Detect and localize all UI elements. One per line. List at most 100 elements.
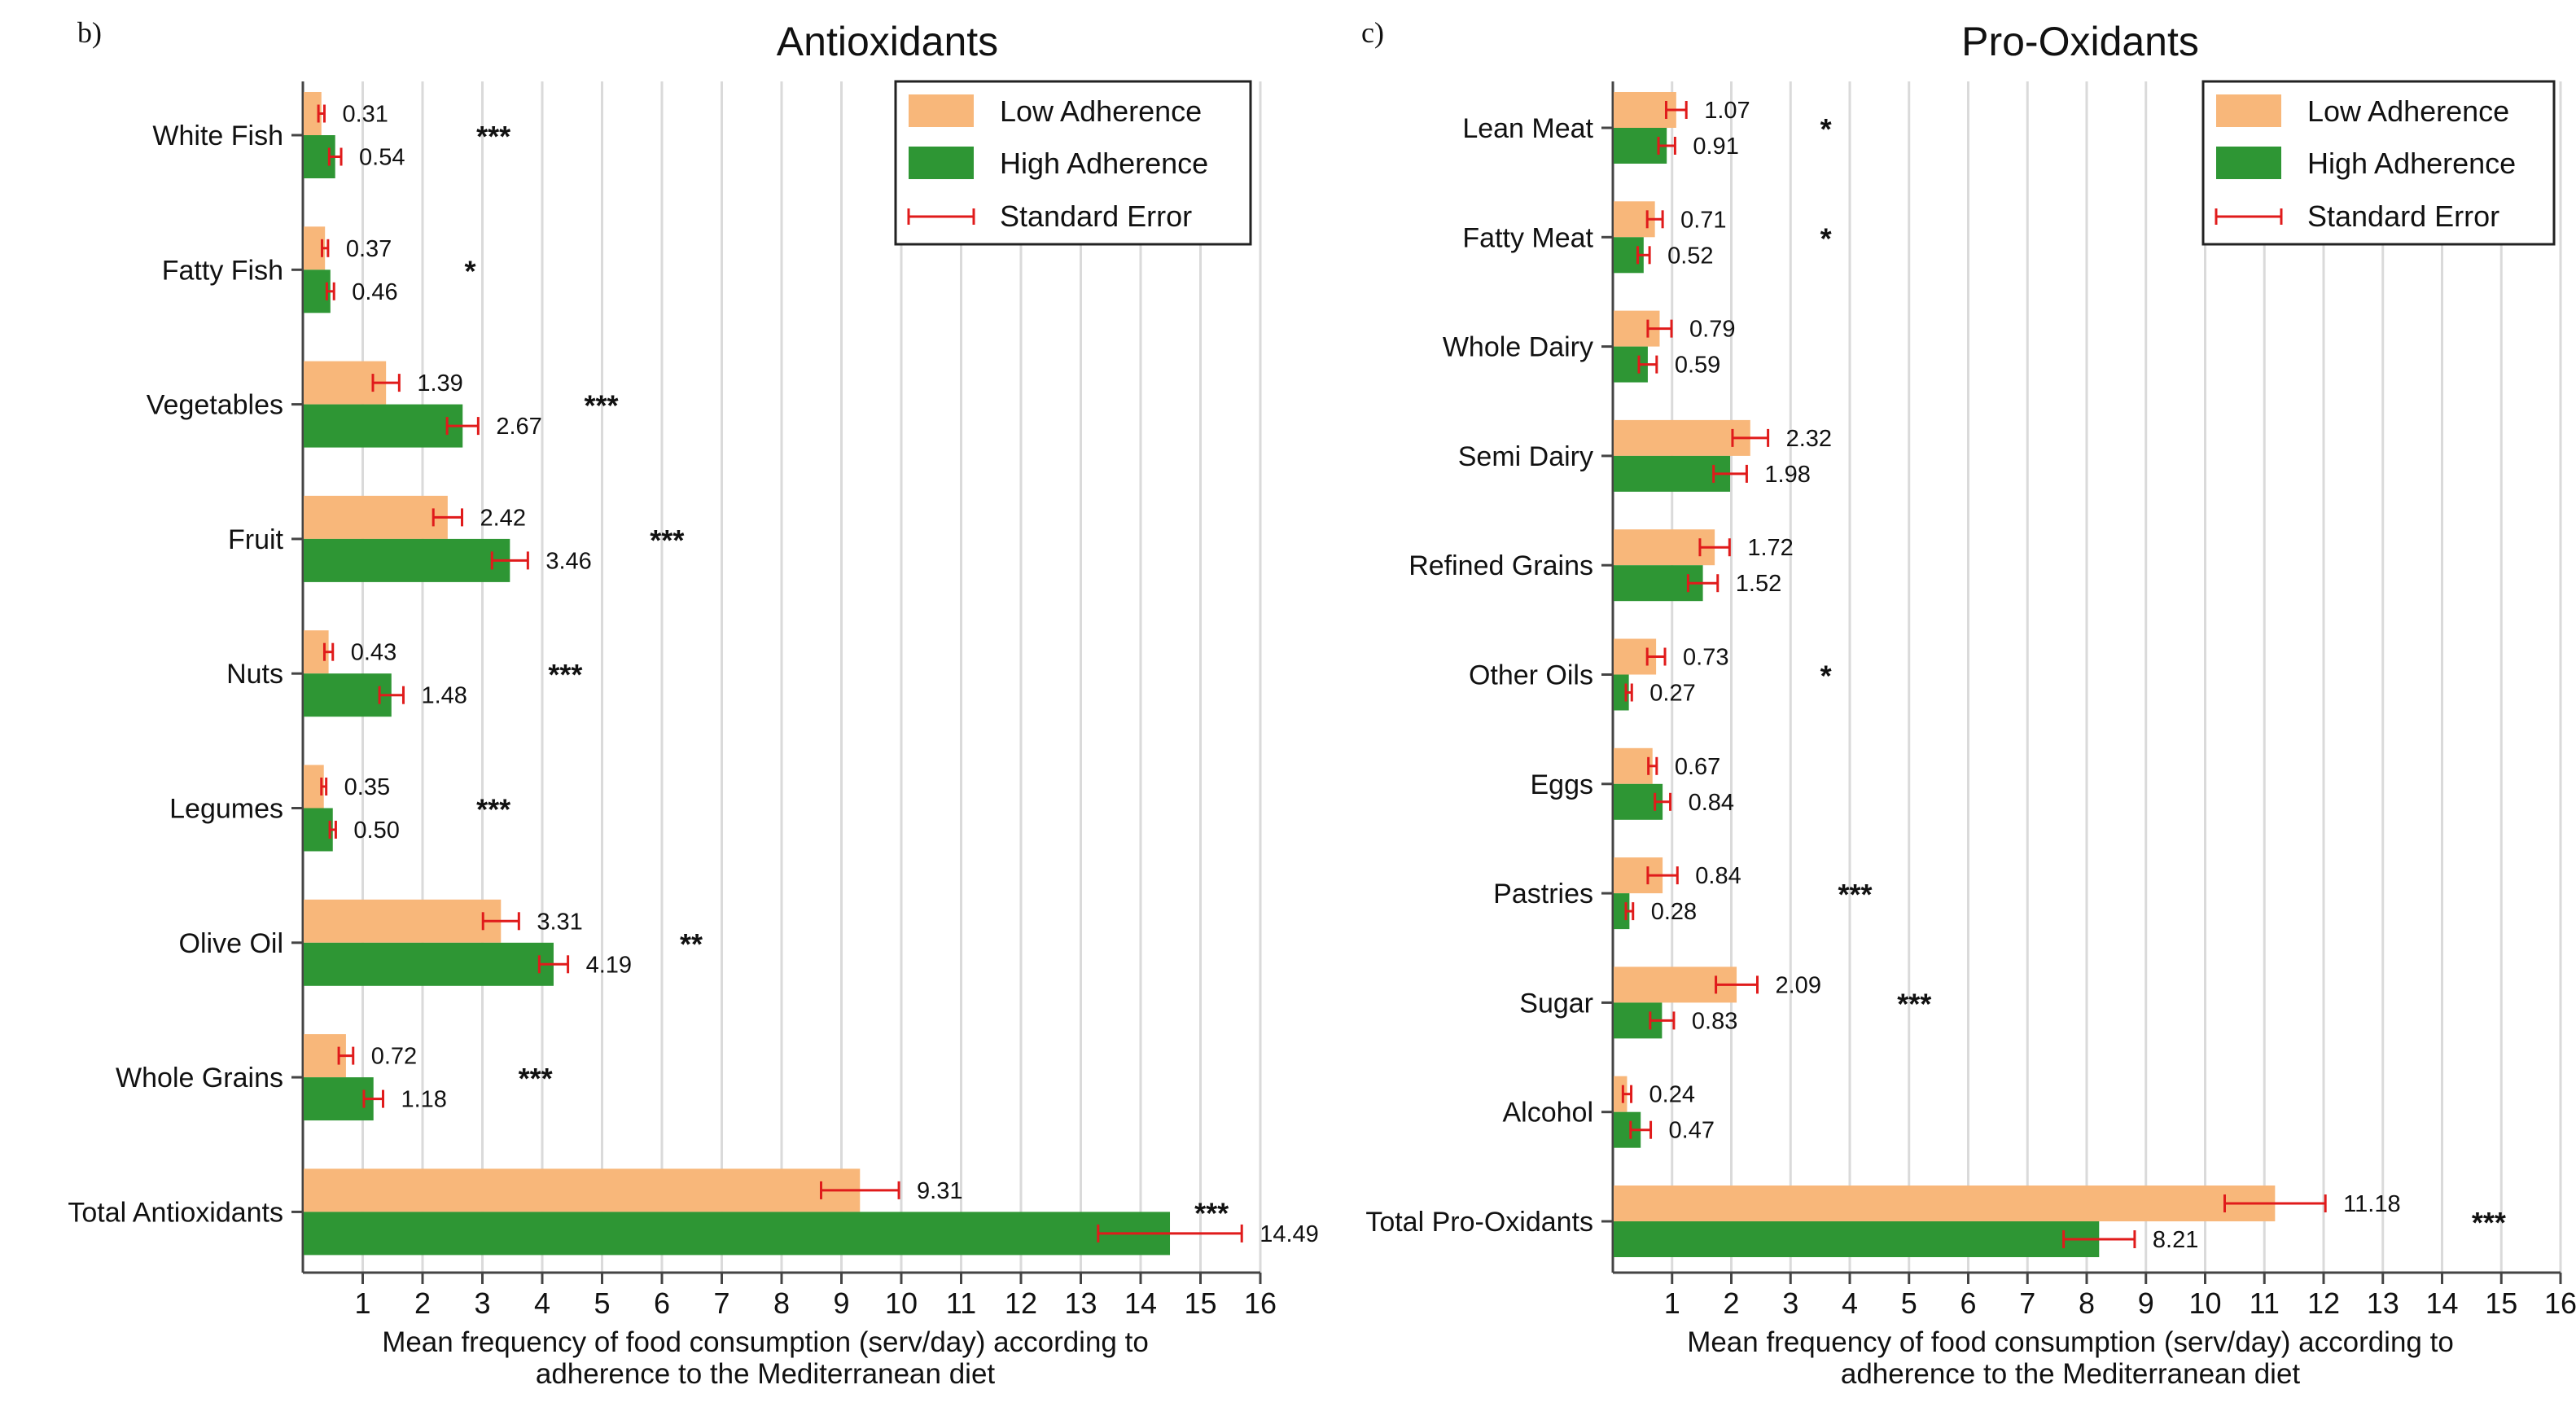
value-label-low: 0.67 [1675,754,1720,780]
x-tick-label: 4 [1842,1286,1858,1320]
x-axis-title-line: Mean frequency of food consumption (serv… [382,1326,1149,1358]
value-label-high: 4.19 [586,952,632,978]
x-tick-label: 12 [1005,1286,1037,1320]
value-label-low: 9.31 [917,1178,962,1204]
x-tick-label: 11 [946,1286,976,1320]
row-fatty-meat: Fatty Meat 0.71 0.52 * [1462,201,1832,274]
x-tick-label: 13 [2367,1286,2399,1320]
value-label-low: 3.31 [537,909,582,935]
x-tick-label: 5 [1901,1286,1917,1320]
x-tick-label: 14 [2425,1286,2458,1320]
row-vegetables: Vegetables 1.39 2.67 *** [147,361,618,448]
x-axis-title-line: Mean frequency of food consumption (serv… [1687,1326,2454,1358]
value-label-high: 0.47 [1669,1118,1715,1144]
category-label: Fatty Meat [1462,222,1593,253]
bar-high-adherence [1614,455,1731,492]
row-fruit: Fruit 2.42 3.46 *** [228,495,684,582]
significance-marker: *** [650,524,684,557]
significance-marker: * [1820,660,1832,693]
value-label-high: 0.59 [1675,353,1720,379]
row-alcohol: Alcohol 0.24 0.47 [1502,1076,1715,1148]
significance-marker: * [1820,221,1832,255]
row-semi-dairy: Semi Dairy 2.32 1.98 [1458,419,1832,492]
value-label-low: 1.39 [417,370,462,397]
value-label-low: 0.73 [1683,645,1728,671]
category-label: Lean Meat [1462,113,1593,144]
significance-marker: * [464,254,475,287]
value-label-high: 0.83 [1692,1008,1737,1034]
x-tick-label: 13 [1064,1286,1097,1320]
value-label-high: 0.54 [359,145,405,171]
row-whole-grains: Whole Grains 0.72 1.18 *** [116,1034,553,1121]
category-label: Whole Grains [116,1063,283,1093]
x-tick-label: 5 [594,1286,610,1320]
bar-low-adherence [304,92,322,135]
panel-pro-oxidants-legend: Low Adherence High Adherence Standard Erro… [2201,80,2556,246]
row-refined-grains: Refined Grains 1.72 1.52 [1408,529,1794,602]
panel-pro-oxidants-letter: c) [1361,16,1384,49]
value-label-high: 0.50 [353,817,399,844]
x-axis-title-line: adherence to the Mediterranean diet [536,1358,996,1390]
x-tick-label: 2 [414,1286,431,1320]
significance-marker: *** [548,658,582,691]
category-label: Eggs [1531,769,1594,800]
panel-antioxidants-legend: Low Adherence High Adherence Standard Erro… [894,80,1252,246]
x-tick-label: 7 [2019,1286,2035,1320]
category-label: Alcohol [1502,1098,1593,1129]
category-label: Olive Oil [179,928,283,959]
x-axis-title-line: adherence to the Mediterranean diet [1841,1358,2301,1390]
row-fatty-fish: Fatty Fish 0.37 0.46 * [162,226,475,313]
value-label-low: 0.31 [342,102,388,128]
value-label-high: 8.21 [2153,1227,2198,1253]
bar-low-adherence [304,899,502,943]
bar-low-adherence [1614,529,1715,566]
x-tick-label: 6 [1960,1286,1976,1320]
bar-high-adherence [1614,1221,2100,1257]
bar-high-adherence [304,673,392,717]
x-tick-label: 2 [1723,1286,1739,1320]
x-tick-label: 4 [534,1286,550,1320]
value-label-low: 0.84 [1695,863,1741,889]
row-legumes: Legumes 0.35 0.50 *** [169,765,510,852]
value-label-high: 1.48 [421,683,467,709]
value-label-low: 0.43 [351,640,396,666]
value-label-high: 0.28 [1651,899,1697,925]
value-label-low: 0.79 [1689,317,1735,343]
category-label: White Fish [152,121,283,151]
category-label: Pastries [1493,879,1593,909]
x-tick-label: 15 [1184,1286,1216,1320]
panel-antioxidants-letter: b) [77,16,102,49]
value-label-high: 1.98 [1764,462,1810,488]
significance-marker: ** [680,927,703,961]
category-label: Whole Dairy [1443,332,1593,363]
significance-marker: *** [1838,878,1872,911]
bar-high-adherence [304,942,554,986]
value-label-low: 0.37 [346,236,392,262]
value-label-low: 0.71 [1680,207,1726,233]
bar-high-adherence [304,1212,1171,1256]
category-label: Semi Dairy [1458,441,1593,472]
x-tick-label: 10 [2188,1286,2221,1320]
category-label: Vegetables [147,390,283,421]
significance-marker: * [1820,112,1832,146]
value-label-low: 1.07 [1704,98,1750,124]
row-total-pro-oxidants: Total Pro-Oxidants 11.18 8.21 *** [1365,1186,2506,1257]
row-lean-meat: Lean Meat 1.07 0.91 * [1462,92,1832,164]
value-label-high: 1.18 [401,1087,446,1113]
bar-high-adherence [304,808,333,852]
legend-label-error: Standard Error [2307,199,2499,233]
significance-marker: *** [2472,1206,2506,1239]
category-label: Fatty Fish [162,255,283,286]
value-label-high: 0.27 [1649,681,1695,707]
bar-low-adherence [304,1168,861,1212]
category-label: Other Oils [1469,660,1593,691]
category-label: Legumes [169,794,283,825]
legend-swatch-low [2216,94,2281,127]
value-label-low: 2.42 [480,505,526,531]
x-tick-label: 3 [1782,1286,1798,1320]
row-whole-dairy: Whole Dairy 0.79 0.59 [1443,310,1735,383]
category-label: Total Antioxidants [68,1197,283,1228]
significance-marker: *** [1194,1196,1229,1229]
